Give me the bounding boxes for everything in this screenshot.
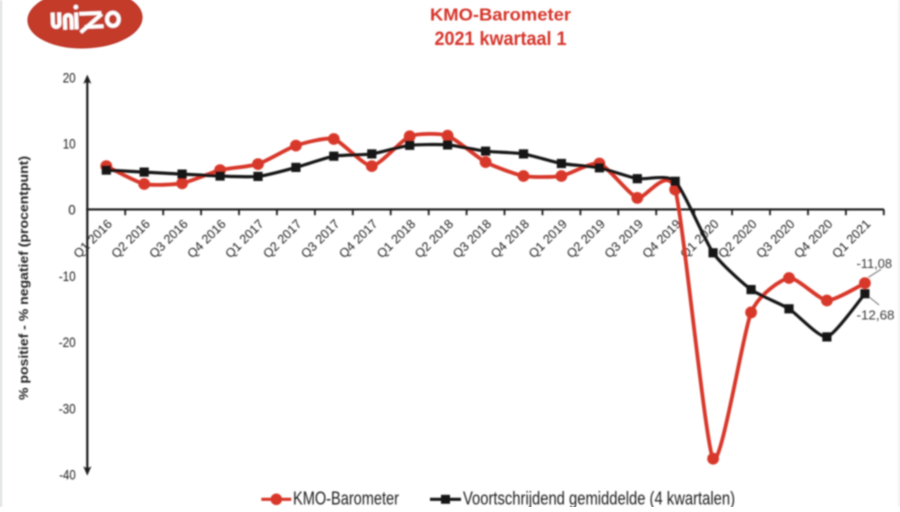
svg-text:2021 kwartaal 1: 2021 kwartaal 1 (435, 28, 567, 50)
svg-text:10: 10 (63, 136, 76, 152)
svg-text:-40: -40 (59, 467, 76, 483)
svg-text:KMO-Barometer: KMO-Barometer (293, 488, 399, 507)
svg-text:-10: -10 (59, 268, 76, 284)
svg-text:% positief - % negatief (proce: % positief - % negatief (procentpunt) (17, 156, 31, 400)
svg-text:KMO-Barometer: KMO-Barometer (430, 5, 571, 25)
svg-text:-11,08: -11,08 (857, 256, 893, 271)
svg-text:20: 20 (63, 69, 76, 85)
svg-text:Voortschrijdend gemiddelde (4: Voortschrijdend gemiddelde (4 kwartalen) (463, 488, 735, 507)
svg-text:-30: -30 (59, 400, 76, 416)
svg-text:-12,68: -12,68 (857, 307, 895, 322)
svg-text:-20: -20 (59, 334, 76, 350)
svg-text:0: 0 (68, 202, 76, 218)
